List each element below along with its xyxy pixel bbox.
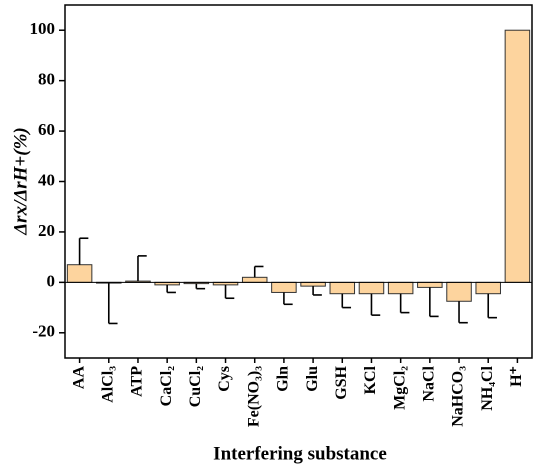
error-bar [195,283,206,290]
error-bar [283,292,293,306]
bar [329,281,356,295]
x-tick-label: CaCl₂ [158,366,175,407]
error-bar [224,284,235,300]
x-tick-label: Glu [304,366,321,392]
error-bar [370,293,381,316]
error-bar [458,301,468,324]
x-tick-label: Cys [216,366,233,392]
bar [387,281,414,295]
error-bar [137,255,147,282]
y-tick-label: 100 [30,19,56,38]
x-tick-label: NaHCO₃ [450,366,467,427]
x-axis-label: Interfering substance [213,443,387,464]
error-bar [429,287,439,318]
x-tick-label: ATP [129,366,146,397]
x-tick-label: NaCl [421,365,438,401]
x-tick-label: MgCl₂ [391,366,408,410]
plot-frame [64,4,533,359]
bar [504,29,531,283]
x-tick-label: Fe(NO₃)₃ [245,366,262,427]
x-tick-label: Gln [275,366,292,392]
error-bar [166,284,176,294]
y-tick-label: 80 [38,70,55,89]
y-tick-label: -20 [32,322,55,341]
error-bar [107,283,118,325]
bar [300,281,326,287]
error-bar [399,293,410,314]
bar [241,276,268,283]
x-tick-label: CuCl₂ [187,366,204,407]
y-tick-label: 20 [38,221,55,240]
error-bar [78,237,89,265]
bar [475,281,501,295]
x-tick-label: KCl [362,365,379,394]
x-tick-label: GSH [333,365,350,399]
x-tick-label: AA [70,366,87,390]
error-bar [487,293,497,319]
error-bar [253,265,264,278]
error-bar [312,286,322,296]
x-tick-label: AlCl₃ [99,366,116,403]
y-tick-label: 60 [38,120,55,139]
y-tick-label: 0 [47,271,56,290]
bar [446,281,472,302]
y-tick-label: 40 [38,170,55,189]
error-bar [341,293,352,309]
bar [358,281,385,295]
x-tick-label: NH₄Cl [479,365,496,410]
x-tick-label: H⁺ [508,366,525,387]
bar [271,281,297,293]
bar [66,264,93,283]
bar [417,281,443,288]
y-axis-label: Δrx/ΔrH+(%) [10,127,31,235]
